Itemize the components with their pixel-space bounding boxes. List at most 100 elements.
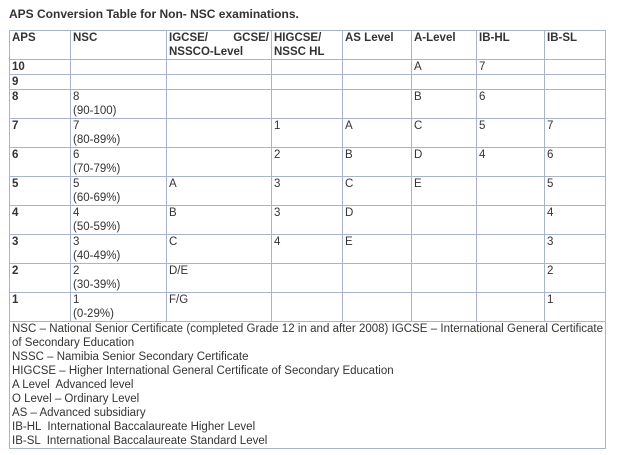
cell-aps: 1 xyxy=(9,292,71,322)
column-header-nsc: NSC xyxy=(70,30,167,60)
cell-nsc: 7 (80-89%) xyxy=(70,118,167,148)
cell-ib-sl: 3 xyxy=(544,234,606,264)
table-footer: NSC – National Senior Certificate (compl… xyxy=(9,321,606,449)
cell-as-level xyxy=(342,89,412,119)
column-header-ib-sl: IB-SL xyxy=(544,30,606,60)
cell-ib-hl xyxy=(476,176,545,206)
cell-a-level: B xyxy=(411,89,477,119)
cell-nsc: 3 (40-49%) xyxy=(70,234,167,264)
cell-igcse: B xyxy=(166,205,272,235)
cell-as-level xyxy=(342,292,412,322)
footnotes-row: NSC – National Senior Certificate (compl… xyxy=(9,321,606,449)
column-header-a-level: A-Level xyxy=(411,30,477,60)
cell-a-level: E xyxy=(411,176,477,206)
cell-igcse: C xyxy=(166,234,272,264)
cell-ib-sl xyxy=(544,89,606,119)
cell-higcse xyxy=(271,292,343,322)
cell-higcse xyxy=(271,59,343,75)
footnote-ib-hl: IB-HL International Baccalaureate Higher… xyxy=(12,421,256,433)
cell-nsc: 2 (30-39%) xyxy=(70,263,167,293)
cell-aps: 5 xyxy=(9,176,71,206)
cell-higcse: 3 xyxy=(271,176,343,206)
cell-a-level xyxy=(411,263,477,293)
table-row-aps-2: 2 2 (30-39%) D/E 2 xyxy=(9,263,606,293)
cell-igcse xyxy=(166,147,272,177)
cell-ib-hl xyxy=(476,292,545,322)
cell-higcse: 2 xyxy=(271,147,343,177)
aps-conversion-table: APS NSC IGCSE/GCSE/ NSSCO-Level HIGCSE/ … xyxy=(9,30,606,449)
cell-a-level xyxy=(411,205,477,235)
cell-ib-hl: 7 xyxy=(476,59,545,75)
table-header: APS NSC IGCSE/GCSE/ NSSCO-Level HIGCSE/ … xyxy=(9,30,606,60)
cell-higcse: 4 xyxy=(271,234,343,264)
igcse-header-line1: IGCSE/GCSE/ xyxy=(169,32,269,46)
footnotes-cell: NSC – National Senior Certificate (compl… xyxy=(9,321,606,449)
cell-as-level xyxy=(342,59,412,75)
footnote-as: AS – Advanced subsidiary xyxy=(12,407,146,419)
cell-as-level: C xyxy=(342,176,412,206)
cell-nsc xyxy=(70,74,167,90)
cell-igcse xyxy=(166,74,272,90)
cell-higcse: 3 xyxy=(271,205,343,235)
table-row-aps-1: 1 1 (0-29%) F/G 1 xyxy=(9,292,606,322)
footnote-o-level: O Level – Ordinary Level xyxy=(12,393,140,405)
cell-ib-sl xyxy=(544,59,606,75)
cell-a-level xyxy=(411,292,477,322)
cell-ib-hl xyxy=(476,263,545,293)
gcse-header-right: GCSE/ xyxy=(233,32,269,44)
table-row-aps-7: 7 7 (80-89%) 1 A C 5 7 xyxy=(9,118,606,148)
table-body: 10 A 7 9 8 8 (90-100) xyxy=(9,59,606,322)
cell-ib-sl: 6 xyxy=(544,147,606,177)
table-row-aps-3: 3 3 (40-49%) C 4 E 3 xyxy=(9,234,606,264)
column-header-aps: APS xyxy=(9,30,71,60)
column-header-higcse-nssc-hl: HIGCSE/ NSSC HL xyxy=(271,30,343,60)
igcse-header-line2: NSSCO-Level xyxy=(169,46,244,58)
cell-aps: 2 xyxy=(9,263,71,293)
cell-a-level: C xyxy=(411,118,477,148)
cell-ib-hl xyxy=(476,205,545,235)
cell-igcse xyxy=(166,89,272,119)
cell-aps: 4 xyxy=(9,205,71,235)
cell-as-level: B xyxy=(342,147,412,177)
cell-aps: 3 xyxy=(9,234,71,264)
footnote-nssc: NSSC – Namibia Senior Secondary Certific… xyxy=(12,351,249,363)
table-row-aps-6: 6 6 (70-79%) 2 B D 4 6 xyxy=(9,147,606,177)
table-row-aps-9: 9 xyxy=(9,74,606,90)
cell-nsc: 8 (90-100) xyxy=(70,89,167,119)
table-row-aps-5: 5 5 (60-69%) A 3 C E 5 xyxy=(9,176,606,206)
cell-nsc: 6 (70-79%) xyxy=(70,147,167,177)
cell-a-level xyxy=(411,234,477,264)
cell-higcse xyxy=(271,74,343,90)
cell-nsc: 1 (0-29%) xyxy=(70,292,167,322)
footnote-a-level: A Level Advanced level xyxy=(12,379,134,391)
table-header-row: APS NSC IGCSE/GCSE/ NSSCO-Level HIGCSE/ … xyxy=(9,30,606,60)
cell-ib-hl xyxy=(476,74,545,90)
cell-ib-sl xyxy=(544,74,606,90)
cell-a-level xyxy=(411,74,477,90)
cell-igcse: F/G xyxy=(166,292,272,322)
cell-as-level: E xyxy=(342,234,412,264)
column-header-ib-hl: IB-HL xyxy=(476,30,545,60)
column-header-igcse-nssco: IGCSE/GCSE/ NSSCO-Level xyxy=(166,30,272,60)
cell-aps: 9 xyxy=(9,74,71,90)
cell-igcse: D/E xyxy=(166,263,272,293)
cell-ib-sl: 2 xyxy=(544,263,606,293)
cell-a-level: D xyxy=(411,147,477,177)
table-row-aps-8: 8 8 (90-100) B 6 xyxy=(9,89,606,119)
cell-ib-sl: 5 xyxy=(544,176,606,206)
cell-as-level xyxy=(342,263,412,293)
cell-ib-hl: 6 xyxy=(476,89,545,119)
table-row-aps-4: 4 4 (50-59%) B 3 D 4 xyxy=(9,205,606,235)
footnote-higcse: HIGCSE – Higher International General Ce… xyxy=(12,365,394,377)
column-header-as-level: AS Level xyxy=(342,30,412,60)
table-row-aps-10: 10 A 7 xyxy=(9,59,606,75)
footnote-ib-sl: IB-SL International Baccalaureate Standa… xyxy=(12,435,268,447)
cell-as-level: A xyxy=(342,118,412,148)
cell-aps: 8 xyxy=(9,89,71,119)
cell-ib-hl: 4 xyxy=(476,147,545,177)
cell-ib-sl: 4 xyxy=(544,205,606,235)
cell-higcse xyxy=(271,263,343,293)
cell-aps: 10 xyxy=(9,59,71,75)
cell-aps: 6 xyxy=(9,147,71,177)
